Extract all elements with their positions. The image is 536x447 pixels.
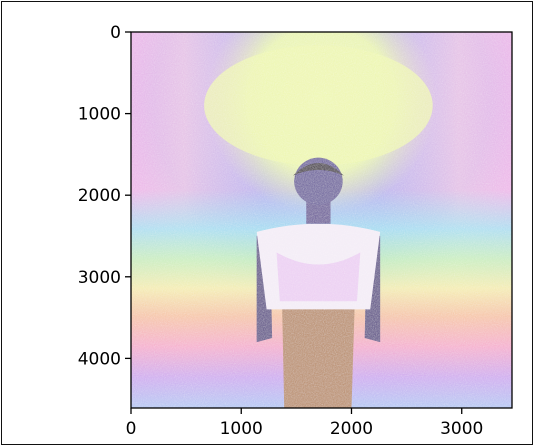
x-tick-label: 1000 bbox=[220, 419, 263, 439]
false-color-image bbox=[131, 32, 512, 408]
y-tick-label: 3000 bbox=[78, 268, 121, 288]
y-tick-label: 0 bbox=[110, 23, 121, 43]
y-tick-label: 2000 bbox=[78, 186, 121, 206]
axes: 0 1000 2000 3000 0 1000 2000 3000 4000 bbox=[78, 23, 513, 439]
person-figure bbox=[256, 157, 381, 408]
x-tick-label: 3000 bbox=[440, 419, 483, 439]
y-tick-label: 1000 bbox=[78, 105, 121, 125]
legs bbox=[282, 301, 355, 408]
shirt-shade bbox=[276, 252, 361, 302]
y-tick-label: 4000 bbox=[78, 349, 121, 369]
bright-cloud bbox=[204, 45, 433, 166]
x-tick-label: 0 bbox=[126, 419, 137, 439]
plot-border bbox=[130, 31, 513, 409]
hair bbox=[293, 162, 344, 176]
x-tick-label: 2000 bbox=[330, 419, 373, 439]
